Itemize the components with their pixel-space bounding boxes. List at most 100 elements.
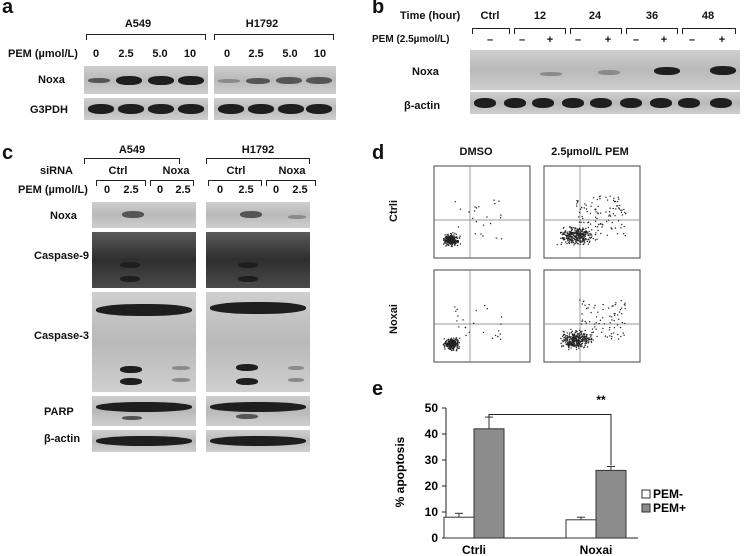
legend-label: PEM- bbox=[653, 487, 683, 501]
blot-row-label: β-actin bbox=[404, 100, 441, 112]
legend-label: PEM+ bbox=[653, 501, 686, 515]
bracket bbox=[682, 28, 736, 34]
blot-row-label: Noxa bbox=[38, 74, 65, 86]
parp-blot bbox=[92, 396, 196, 426]
x-tick-label: Noxai bbox=[580, 543, 613, 556]
blot-row-label: PARP bbox=[44, 406, 74, 418]
flow-cytometry-grid bbox=[433, 165, 641, 363]
time-point: Ctrl bbox=[480, 10, 500, 22]
dose-label: 2.5 bbox=[248, 48, 264, 60]
y-tick-label: 20 bbox=[425, 479, 439, 493]
time-point: 36 bbox=[645, 10, 659, 22]
bar-ctrli-pem-minus bbox=[443, 516, 475, 539]
bracket bbox=[84, 158, 180, 164]
dose-label: 2.5 bbox=[292, 184, 308, 196]
sirna-group: Ctrl bbox=[108, 165, 128, 177]
time-point: 24 bbox=[588, 10, 602, 22]
blot-row-label: Caspase-3 bbox=[34, 330, 90, 342]
cell-line-label: A549 bbox=[124, 18, 152, 30]
scatter-plot-noxai-dmso bbox=[433, 269, 531, 363]
y-tick-label: 10 bbox=[425, 505, 439, 519]
panel-e-letter: e bbox=[372, 378, 384, 400]
beta-actin-blot bbox=[206, 430, 310, 452]
treatment-sign: + bbox=[546, 34, 554, 46]
bracket bbox=[266, 180, 316, 186]
scatter-plot-ctrli-pem bbox=[543, 165, 641, 259]
blot-row-label: Caspase-9 bbox=[34, 250, 90, 262]
g3pdh-blot bbox=[214, 98, 336, 120]
time-point: 12 bbox=[533, 10, 547, 22]
row-label: Ctrli bbox=[388, 200, 400, 222]
bar-ctrli-pem-plus bbox=[473, 428, 505, 539]
sirna-label: siRNA bbox=[40, 165, 74, 177]
bar-noxai-pem-minus bbox=[565, 519, 597, 539]
pem-label: PEM (µmol/L) bbox=[8, 48, 78, 60]
treatment-sign: + bbox=[660, 34, 668, 46]
x-tick-label: Ctrli bbox=[462, 543, 486, 556]
caspase3-blot bbox=[206, 292, 310, 392]
dose-label: 0 bbox=[216, 184, 224, 196]
dose-label: 2.5 bbox=[123, 184, 139, 196]
y-tick-label: 50 bbox=[425, 401, 439, 415]
row-label: Noxai bbox=[388, 304, 400, 334]
caspase9-blot bbox=[206, 232, 310, 288]
treatment-sign: – bbox=[574, 34, 582, 46]
dose-label: 0 bbox=[156, 184, 164, 196]
bracket bbox=[150, 180, 194, 186]
blot-row-label: G3PDH bbox=[30, 104, 68, 116]
pem-label: PEM (2.5µmol/L) bbox=[372, 34, 450, 45]
dose-label: 2.5 bbox=[175, 184, 191, 196]
bracket bbox=[570, 28, 622, 34]
cell-line-label: H1792 bbox=[241, 144, 275, 156]
significance-marker: ** bbox=[596, 393, 606, 407]
panel-b-letter: b bbox=[372, 0, 385, 18]
noxa-blot bbox=[470, 50, 740, 90]
legend-swatch bbox=[641, 489, 651, 499]
bracket bbox=[206, 158, 310, 164]
bracket bbox=[96, 180, 146, 186]
bracket bbox=[214, 34, 334, 40]
noxa-blot bbox=[92, 202, 196, 228]
dose-label: 10 bbox=[313, 48, 327, 60]
sirna-group: Ctrl bbox=[226, 165, 246, 177]
y-axis-label: % apoptosis bbox=[393, 436, 407, 507]
dose-label: 5.0 bbox=[152, 48, 168, 60]
bar-noxai-pem-plus bbox=[595, 469, 627, 539]
dose-label: 5.0 bbox=[282, 48, 298, 60]
dose-label: 2.5 bbox=[118, 48, 134, 60]
dose-label: 0 bbox=[92, 48, 100, 60]
treatment-sign: – bbox=[688, 34, 696, 46]
time-label: Time (hour) bbox=[400, 10, 461, 22]
caspase9-blot bbox=[92, 232, 196, 288]
beta-actin-blot bbox=[470, 92, 740, 114]
blot-row-label: Noxa bbox=[412, 66, 439, 78]
dose-label: 0 bbox=[103, 184, 111, 196]
blot-row-label: β-actin bbox=[44, 433, 81, 445]
apoptosis-bar-chart: % apoptosis ** 0 10 20 30 40 50 Ctrli Noxai PEM-… bbox=[393, 393, 686, 556]
treatment-sign: – bbox=[632, 34, 640, 46]
legend-swatch bbox=[641, 503, 651, 513]
beta-actin-blot bbox=[92, 430, 196, 452]
sirna-group: Noxa bbox=[162, 165, 190, 177]
dose-label: 0 bbox=[223, 48, 231, 60]
dose-label: 2.5 bbox=[238, 184, 254, 196]
panel-c-letter: c bbox=[2, 142, 14, 164]
scatter-plot-ctrli-dmso bbox=[433, 165, 531, 259]
treatment-sign: + bbox=[604, 34, 612, 46]
cell-line-label: A549 bbox=[118, 144, 146, 156]
bracket bbox=[626, 28, 678, 34]
time-point: 48 bbox=[701, 10, 715, 22]
sirna-group: Noxa bbox=[278, 165, 306, 177]
dose-label: 10 bbox=[183, 48, 197, 60]
noxa-blot bbox=[84, 66, 208, 94]
dose-label: 0 bbox=[272, 184, 280, 196]
panel-a-letter: a bbox=[2, 0, 14, 18]
scatter-plot-noxai-pem bbox=[543, 269, 641, 363]
bracket bbox=[514, 28, 566, 34]
significance-bracket bbox=[488, 414, 612, 466]
column-label: 2.5µmol/L PEM bbox=[551, 146, 629, 158]
treatment-sign: – bbox=[486, 34, 494, 46]
blot-row-label: Noxa bbox=[50, 210, 77, 222]
treatment-sign: – bbox=[518, 34, 526, 46]
y-tick-label: 0 bbox=[431, 531, 438, 545]
